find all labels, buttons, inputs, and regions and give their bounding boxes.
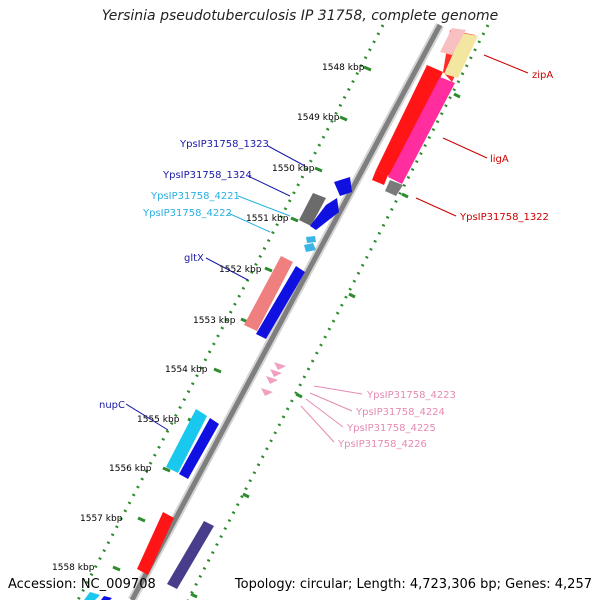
kbp-label: 1552 kbp	[219, 265, 262, 275]
leader-ypsip31758-4223	[313, 385, 363, 395]
gene-label-liga[interactable]: ligA	[490, 154, 509, 165]
tick-1550	[314, 166, 323, 173]
genome-stats-text: Topology: circular; Length: 4,723,306 bp…	[234, 577, 592, 592]
tick-rail-inner	[186, 24, 490, 600]
gene-label-gltx[interactable]: gltX	[184, 253, 204, 264]
leader-ypsip31758-1322	[415, 197, 457, 217]
tick-1558	[112, 565, 121, 572]
gene-bottom-blue[interactable]	[101, 596, 112, 600]
kbp-label: 1549 kbp	[297, 113, 340, 123]
gene-label-ypsip31758-4224[interactable]: YpsIP31758_4224	[355, 407, 445, 418]
gene-liga-magenta[interactable]	[388, 77, 455, 184]
leader-ypsip31758-4221	[237, 195, 291, 217]
gene-label-ypsip31758-1323[interactable]: YpsIP31758_1323	[179, 139, 269, 150]
inner-tick	[242, 492, 250, 499]
gene-zipa-highlight[interactable]	[440, 28, 466, 55]
gene-label-ypsip31758-1322[interactable]: YpsIP31758_1322	[459, 212, 549, 223]
gene-label-ypsip31758-4221[interactable]: YpsIP31758_4221	[150, 191, 240, 202]
gene-label-ypsip31758-1324[interactable]: YpsIP31758_1324	[162, 170, 252, 181]
gene-slate-block-lower[interactable]	[167, 521, 214, 589]
tick-1556	[162, 466, 171, 473]
gene-pale-yellow-block[interactable]	[444, 33, 478, 78]
kbp-label: 1551 kbp	[246, 214, 289, 224]
gene-liga-block[interactable]	[376, 65, 443, 177]
gene-label-ypsip31758-4223[interactable]: YpsIP31758_4223	[366, 390, 456, 401]
kbp-labels: 1548 kbp 1549 kbp 1550 kbp 1551 kbp 1552…	[52, 63, 365, 573]
gene-gltx-salmon[interactable]	[244, 256, 293, 331]
genome-backbone	[129, 23, 443, 600]
leader-liga	[442, 137, 488, 159]
gene-nupc-cyan[interactable]	[166, 409, 207, 473]
leader-ypsip31758-4222	[227, 212, 271, 233]
inner-ticks	[190, 92, 461, 599]
tick-1552	[264, 266, 273, 273]
tick-1551	[290, 216, 299, 223]
leader-gltx	[205, 257, 249, 281]
gene-label-ypsip31758-4222[interactable]: YpsIP31758_4222	[142, 208, 232, 219]
inner-tick	[401, 192, 409, 199]
gene-label-nupc[interactable]: nupC	[99, 400, 125, 411]
accession-text: Accession: NC_009708	[8, 577, 156, 592]
leader-ypsip31758-4226	[300, 405, 335, 443]
kbp-label: 1554 kbp	[165, 365, 208, 375]
kbp-label: 1548 kbp	[322, 63, 365, 73]
leader-ypsip31758-4225	[305, 398, 344, 428]
gene-ypsip31758-4223-arrow[interactable]	[274, 362, 286, 370]
tick-1557	[137, 516, 146, 523]
kbp-label: 1553 kbp	[193, 316, 236, 326]
kbp-label: 1558 kbp	[52, 563, 95, 573]
leader-ypsip31758-1324	[247, 175, 291, 197]
gene-gltx-blue[interactable]	[256, 266, 305, 339]
gene-ypsip31758-1324-block[interactable]	[310, 198, 339, 230]
inner-tick	[453, 92, 461, 99]
kbp-label: 1556 kbp	[109, 464, 152, 474]
leader-nupc	[125, 403, 169, 431]
leader-ypsip31758-1323	[267, 145, 306, 167]
tick-rail-outer	[76, 24, 385, 600]
gene-ypsip31758-4225-arrow[interactable]	[266, 376, 278, 384]
gene-label-ypsip31758-4226[interactable]: YpsIP31758_4226	[337, 439, 427, 450]
gene-label-ypsip31758-4225[interactable]: YpsIP31758_4225	[346, 423, 436, 434]
inner-tick	[348, 292, 356, 299]
gene-nupc-blue[interactable]	[179, 418, 219, 479]
gene-ypsip31758-1323-grey[interactable]	[299, 193, 326, 226]
kbp-label: 1550 kbp	[272, 164, 315, 174]
inner-tick	[295, 392, 303, 399]
gene-red-arrow[interactable]	[372, 170, 388, 185]
gene-bottom-cyan[interactable]	[84, 592, 100, 600]
inner-tick	[190, 592, 198, 599]
gene-red-block-lower[interactable]	[137, 512, 174, 575]
kbp-label: 1557 kbp	[80, 514, 123, 524]
tick-1549	[339, 115, 348, 122]
gene-ypsip31758-4221-arrow[interactable]	[304, 243, 316, 252]
gene-ypsip31758-1322-block[interactable]	[385, 180, 403, 196]
tick-1548	[363, 65, 372, 72]
gene-ypsip31758-1323-block[interactable]	[334, 177, 352, 196]
leader-zipa	[483, 54, 529, 74]
gene-label-zipa[interactable]: zipA	[532, 70, 553, 81]
gene-ypsip31758-4224-arrow[interactable]	[270, 369, 282, 377]
label-leaders	[125, 54, 529, 443]
gene-ypsip31758-4226-arrow[interactable]	[261, 388, 273, 396]
map-title: Yersinia pseudotuberculosis IP 31758, co…	[101, 8, 499, 24]
tick-1554	[213, 367, 222, 374]
kbp-label: 1555 kbp	[137, 415, 180, 425]
gene-labels: YpsIP31758_1323 YpsIP31758_1324 YpsIP317…	[99, 70, 553, 450]
gene-ypsip31758-4222-arrow[interactable]	[306, 236, 316, 243]
leader-ypsip31758-4224	[309, 392, 353, 412]
